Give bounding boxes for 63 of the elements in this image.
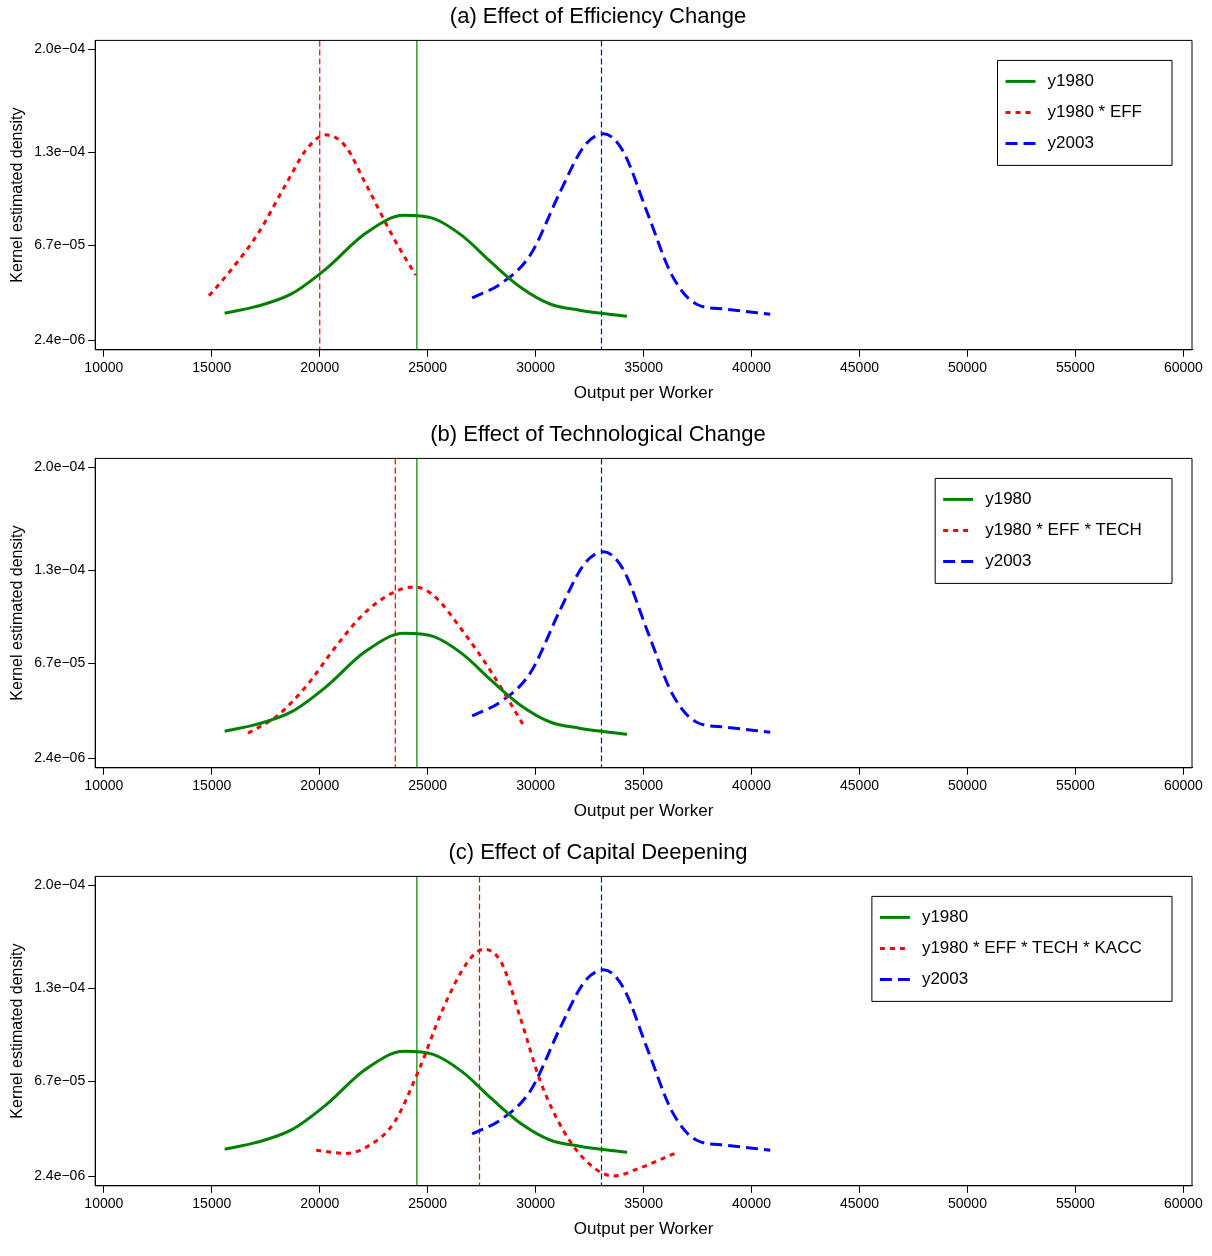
y-tick-label: 6.7e−05: [34, 1072, 86, 1089]
y-tick-label: 1.3e−04: [34, 143, 86, 160]
legend-label: y2003: [1047, 133, 1094, 153]
x-tick-label: 35000: [624, 777, 664, 794]
y-tick-label: 2.4e−06: [34, 749, 86, 766]
x-tick-label: 25000: [408, 359, 448, 376]
y-tick-label: 2.0e−04: [34, 40, 86, 57]
x-tick-label: 20000: [300, 777, 340, 794]
y-tick-label: 6.7e−05: [34, 654, 86, 671]
x-tick-label: 45000: [840, 1195, 880, 1212]
chart-title: (c) Effect of Capital Deepening: [448, 839, 748, 865]
x-tick-label: 45000: [840, 359, 880, 376]
x-tick-label: 15000: [192, 1195, 232, 1212]
x-tick-label: 60000: [1163, 359, 1204, 376]
x-axis-title: Output per Worker: [573, 1219, 714, 1239]
x-tick-label: 60000: [1163, 777, 1204, 794]
y-tick-label: 2.4e−06: [34, 331, 86, 348]
x-tick-label: 10000: [84, 359, 124, 376]
x-tick-label: 50000: [947, 777, 988, 794]
y-tick-label: 1.3e−04: [34, 561, 86, 578]
x-tick-label: 15000: [192, 359, 232, 376]
x-tick-label: 25000: [408, 1195, 448, 1212]
x-axis-title: Output per Worker: [573, 383, 714, 403]
legend-label: y1980 * EFF * TECH * KACC: [921, 938, 1142, 958]
x-tick-label: 45000: [840, 777, 880, 794]
y-tick-label: 1.3e−04: [34, 979, 86, 996]
y-tick-label: 6.7e−05: [34, 236, 86, 253]
legend-label: y2003: [921, 969, 969, 989]
y-tick-label: 2.0e−04: [34, 876, 86, 893]
legend-label: y1980 * EFF: [1047, 102, 1143, 122]
x-tick-label: 40000: [732, 1195, 772, 1212]
x-tick-label: 50000: [947, 1195, 988, 1212]
x-tick-label: 30000: [516, 1195, 556, 1212]
y-axis-title: Kernel estimated density: [8, 525, 26, 701]
x-tick-label: 35000: [624, 1195, 664, 1212]
y-tick-label: 2.0e−04: [34, 458, 86, 475]
x-tick-label: 15000: [192, 777, 232, 794]
x-tick-label: 55000: [1055, 777, 1096, 794]
x-tick-label: 50000: [947, 359, 988, 376]
legend-label: y1980: [1047, 71, 1094, 91]
x-tick-label: 10000: [84, 1195, 124, 1212]
y-axis-title: Kernel estimated density: [8, 107, 26, 283]
x-tick-label: 55000: [1055, 1195, 1096, 1212]
x-tick-label: 60000: [1163, 1195, 1204, 1212]
x-tick-label: 40000: [732, 777, 772, 794]
y-axis-title: Kernel estimated density: [8, 943, 26, 1119]
legend-label: y2003: [985, 551, 1032, 571]
x-tick-label: 35000: [624, 359, 664, 376]
x-tick-label: 55000: [1055, 359, 1096, 376]
y-tick-label: 2.4e−06: [34, 1167, 86, 1184]
x-tick-label: 20000: [300, 359, 340, 376]
x-tick-label: 10000: [84, 777, 124, 794]
legend-label: y1980 * EFF * TECH: [985, 520, 1142, 540]
x-axis-title: Output per Worker: [573, 801, 714, 821]
chart-title: (a) Effect of Efficiency Change: [449, 3, 747, 29]
chart-title: (b) Effect of Technological Change: [430, 421, 766, 447]
x-tick-label: 25000: [408, 777, 448, 794]
x-tick-label: 30000: [516, 359, 556, 376]
legend-label: y1980: [985, 489, 1032, 509]
x-tick-label: 30000: [516, 777, 556, 794]
x-tick-label: 20000: [300, 1195, 340, 1212]
x-tick-label: 40000: [732, 359, 772, 376]
legend-label: y1980: [921, 907, 969, 927]
